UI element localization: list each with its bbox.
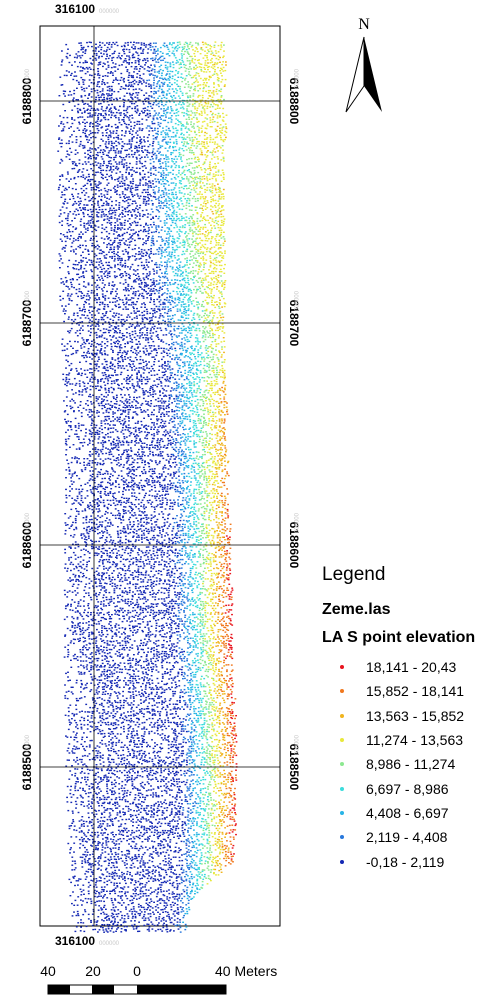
north-arrow-right-half (364, 37, 382, 112)
legend-symbol (340, 786, 344, 791)
northing-suffix-right-6188500: 000000 (292, 735, 298, 756)
legend-symbol (340, 835, 344, 840)
northing-suffix-right-6188600: 000000 (292, 513, 298, 534)
legend-class-label: 2,119 - 4,408 (366, 829, 448, 846)
legend-class-row: -0,18 - 2,119 (322, 849, 498, 873)
legend-class-label: 11,274 - 13,563 (366, 732, 464, 749)
north-arrow-label: N (358, 16, 370, 33)
northing-suffix-left-6188500: 000000 (25, 734, 31, 755)
legend-title: Legend (322, 564, 386, 585)
legend-symbol (340, 762, 344, 767)
northing-label-left-6188500: 6188500 (20, 743, 34, 790)
legend-class-label: 6,697 - 8,986 (366, 780, 449, 797)
legend-class-label: 4,408 - 6,697 (366, 804, 449, 821)
scale-label-40: 40 (40, 963, 56, 979)
northing-label-right-6188500: 6188500 (287, 744, 301, 791)
northing-suffix-left-6188800: 000000 (25, 68, 31, 89)
northing-label-left-6188800: 6188800 (20, 77, 34, 124)
legend-class-label: 15,852 - 18,141 (366, 683, 465, 700)
legend-class-label: 18,141 - 20,43 (366, 659, 457, 676)
legend-symbol (340, 689, 344, 694)
legend-class-row: 8,986 - 11,274 (322, 752, 498, 776)
scale-label-0: 0 (133, 963, 141, 979)
legend-class-label: -0,18 - 2,119 (366, 853, 445, 870)
legend-class-label: 8,986 - 11,274 (366, 756, 456, 773)
legend-class-row: 18,141 - 20,43 (322, 655, 498, 679)
legend-class-row: 15,852 - 18,141 (322, 679, 498, 703)
point-cloud (57, 41, 238, 933)
data-frame-border (39, 25, 281, 927)
northing-label-right-6188800: 6188800 (287, 78, 301, 125)
northing-suffix-right-6188800: 000000 (292, 69, 298, 90)
legend-class-row: 2,119 - 4,408 (322, 825, 498, 849)
easting-label-top: 316100 (55, 2, 95, 16)
northing-suffix-left-6188700: 000000 (25, 290, 31, 311)
legend-symbol (340, 713, 344, 718)
easting-label-bottom-suffix: 000000 (99, 941, 120, 947)
scale-seg-1 (48, 985, 70, 994)
legend-layer-name: Zeme.las (322, 601, 391, 618)
legend-class-row: 6,697 - 8,986 (322, 776, 498, 800)
legend-symbol (340, 810, 344, 815)
easting-label-top-suffix: 000000 (99, 9, 120, 15)
legend-class-row: 11,274 - 13,563 (322, 728, 498, 752)
north-arrow-icon: N (345, 16, 382, 113)
scale-seg-3 (137, 985, 226, 994)
scale-seg-2 (92, 985, 114, 994)
legend-class-row: 4,408 - 6,697 (322, 801, 498, 825)
legend: Legend Zeme.las LA S point elevation 18,… (322, 564, 498, 874)
north-arrow-left-half (345, 36, 365, 113)
northing-suffix-right-6188700: 000000 (292, 291, 298, 312)
legend-class-row: 13,563 - 15,852 (322, 704, 498, 728)
northing-label-left-6188600: 6188600 (20, 521, 34, 568)
legend-class-label: 13,563 - 15,852 (366, 707, 465, 724)
legend-classes: 18,141 - 20,43 15,852 - 18,141 13,563 - 15… (322, 655, 498, 874)
graticule (40, 26, 280, 926)
scale-label-20: 20 (85, 963, 101, 979)
scale-bar: 40 20 0 40 Meters (40, 963, 277, 995)
legend-symbol (340, 665, 344, 670)
northing-label-right-6188600: 6188600 (287, 522, 301, 569)
northing-label-left-6188700: 6188700 (20, 299, 34, 346)
easting-label-bottom: 316100 (55, 934, 95, 948)
legend-symbol (340, 738, 344, 743)
legend-field-name: LA S point elevation (322, 629, 476, 646)
northing-suffix-left-6188600: 000000 (25, 512, 31, 533)
northing-label-right-6188700: 6188700 (287, 300, 301, 347)
legend-symbol (340, 859, 344, 864)
scale-label-meters: 40 Meters (215, 963, 277, 979)
